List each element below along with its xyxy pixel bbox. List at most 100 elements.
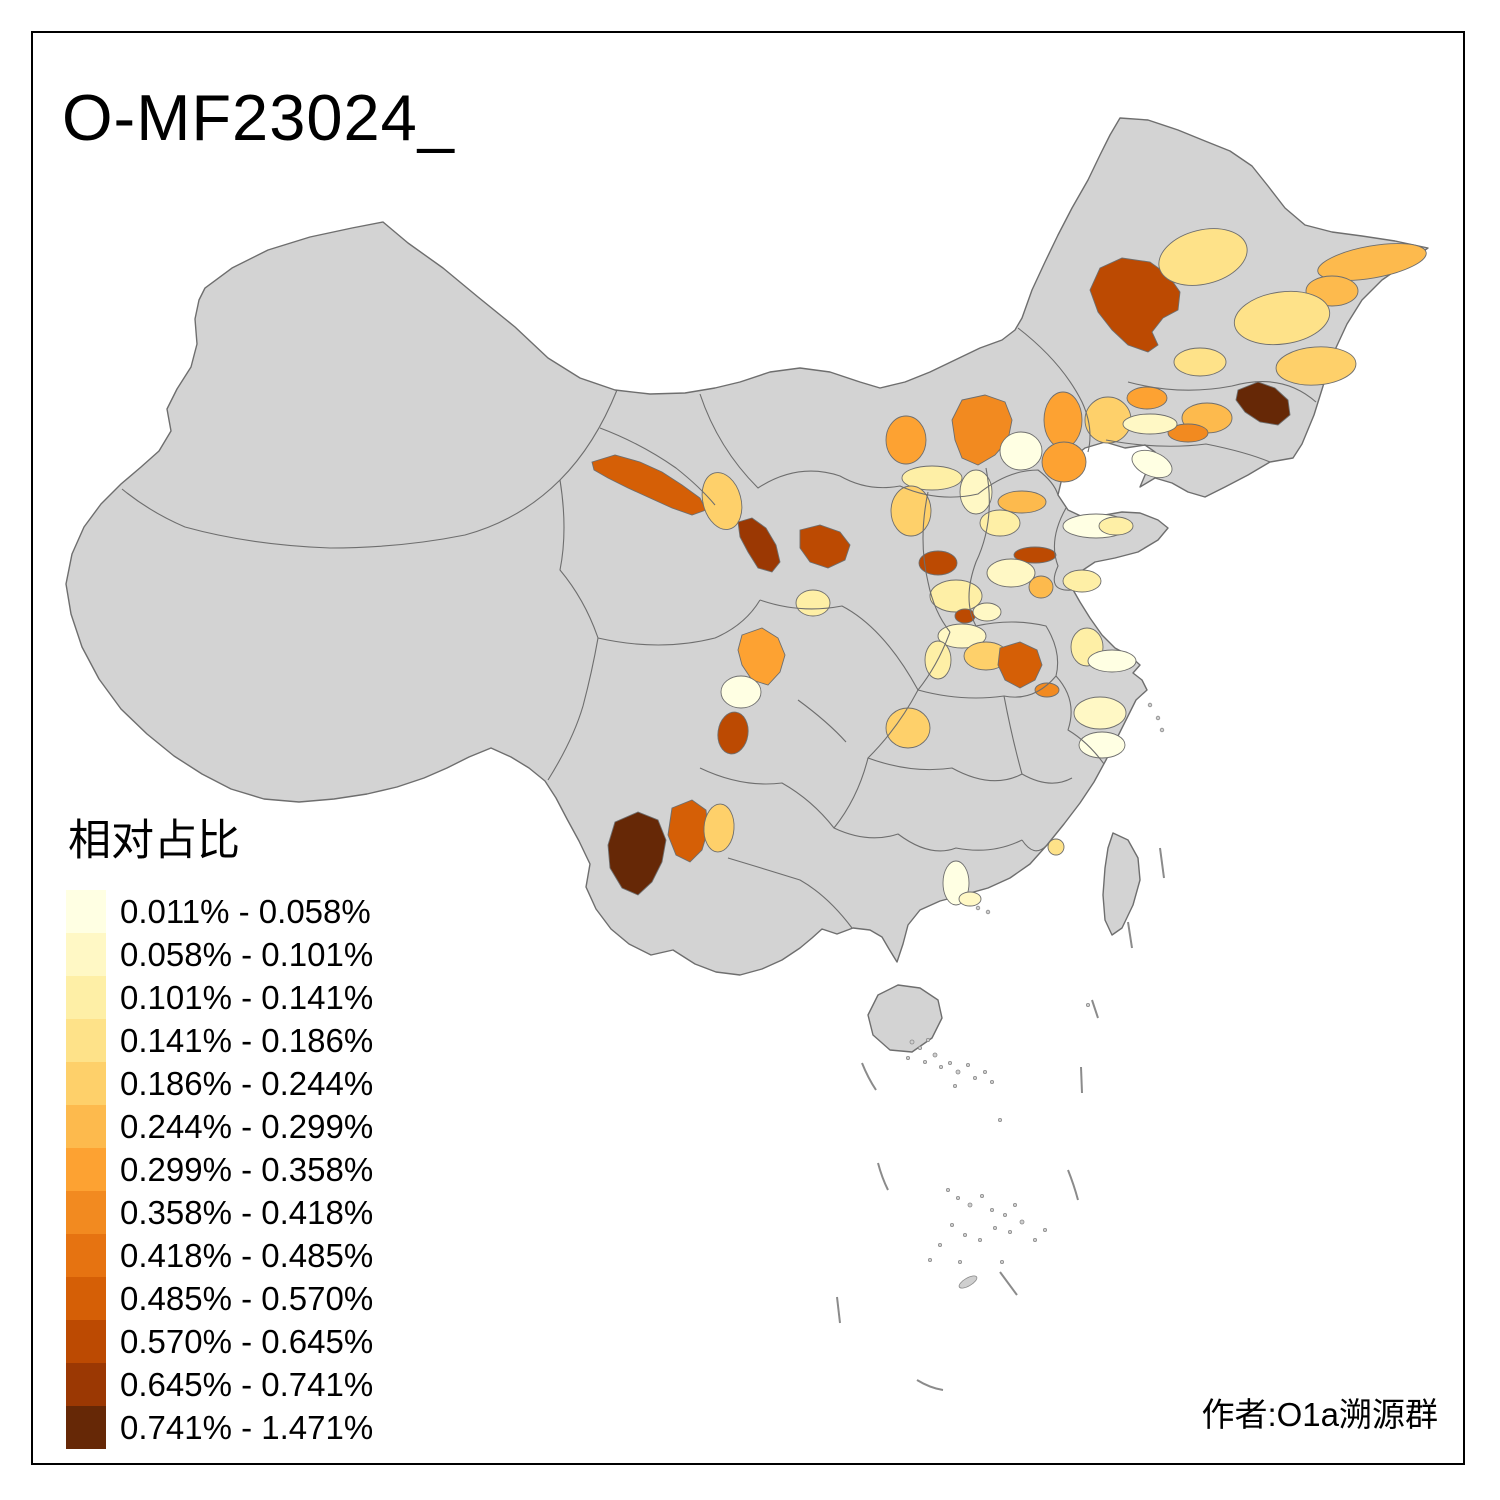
legend-swatch	[66, 933, 106, 976]
region-patch	[607, 811, 667, 896]
region-patch	[958, 891, 982, 907]
legend-row: 0.645% - 0.741%	[66, 1363, 373, 1406]
legend-swatch	[66, 1320, 106, 1363]
region-patch	[1047, 838, 1065, 856]
region-patch	[997, 641, 1043, 689]
sea-islets	[906, 702, 1165, 1289]
region-patch	[701, 472, 743, 530]
region-patch	[1167, 423, 1209, 443]
legend-label: 0.141% - 0.186%	[120, 1021, 374, 1059]
region-patch	[717, 711, 749, 755]
region-patches	[591, 228, 1427, 907]
region-patch	[999, 431, 1043, 471]
region-patch	[972, 602, 1002, 622]
region-patch	[1043, 391, 1083, 449]
legend-row: 0.186% - 0.244%	[66, 1062, 373, 1105]
region-patch	[591, 454, 707, 516]
legend-swatch	[66, 890, 106, 933]
legend-label: 0.244% - 0.299%	[120, 1107, 374, 1145]
region-patch	[1073, 696, 1127, 730]
legend-row: 0.141% - 0.186%	[66, 1019, 373, 1062]
legend-swatch	[66, 1277, 106, 1320]
legend-swatch	[66, 1406, 106, 1449]
legend-label: 0.299% - 0.358%	[120, 1150, 374, 1188]
taiwan-island-shape	[1102, 832, 1141, 936]
legend-swatch	[66, 1062, 106, 1105]
region-patch	[937, 623, 987, 649]
legend-row: 0.358% - 0.418%	[66, 1191, 373, 1234]
region-patch	[929, 579, 983, 613]
region-patch	[1013, 546, 1057, 564]
region-patch	[1078, 731, 1126, 759]
legend-label: 0.645% - 0.741%	[120, 1365, 374, 1403]
region-patch	[1131, 449, 1173, 479]
legend-row: 0.011% - 0.058%	[66, 890, 373, 933]
sea-dash-line	[836, 847, 1165, 1391]
legend-row: 0.741% - 1.471%	[66, 1406, 373, 1449]
legend-label: 0.186% - 0.244%	[120, 1064, 374, 1102]
region-patch	[885, 707, 931, 749]
region-patch	[901, 465, 963, 491]
legend-swatch	[66, 1234, 106, 1277]
legend-label: 0.570% - 0.645%	[120, 1322, 374, 1360]
legend-label: 0.058% - 0.101%	[120, 935, 374, 973]
region-patch	[885, 415, 927, 465]
region-patch	[1275, 346, 1357, 386]
region-patch	[1233, 290, 1331, 346]
legend-label: 0.418% - 0.485%	[120, 1236, 374, 1274]
region-patch	[986, 558, 1036, 588]
region-patch	[951, 394, 1013, 466]
region-patch	[1062, 569, 1102, 593]
region-patch	[1028, 575, 1054, 599]
legend-label: 0.741% - 1.471%	[120, 1408, 374, 1446]
region-patch	[1087, 649, 1137, 673]
region-patch	[1126, 386, 1168, 410]
region-patch	[890, 485, 932, 537]
legend-swatch	[66, 1105, 106, 1148]
region-patch	[799, 524, 851, 569]
region-patch	[918, 550, 958, 576]
legend-swatch	[66, 976, 106, 1019]
legend-swatch	[66, 1363, 106, 1406]
region-patch	[1158, 228, 1248, 286]
legend-swatch	[66, 1019, 106, 1062]
legend-label: 0.485% - 0.570%	[120, 1279, 374, 1317]
legend-row: 0.299% - 0.358%	[66, 1148, 373, 1191]
legend-label: 0.101% - 0.141%	[120, 978, 374, 1016]
region-patch	[720, 675, 762, 709]
region-patch	[1089, 257, 1181, 353]
region-patch	[997, 490, 1047, 514]
region-patch	[737, 517, 781, 573]
legend-row: 0.485% - 0.570%	[66, 1277, 373, 1320]
region-patch	[1173, 347, 1227, 377]
legend-title: 相对占比	[68, 817, 240, 865]
attribution: 作者:O1a溯源群	[1201, 1396, 1438, 1433]
legend-row: 0.058% - 0.101%	[66, 933, 373, 976]
region-patch	[1098, 516, 1134, 536]
region-patch	[795, 589, 831, 617]
region-patch	[1317, 243, 1427, 281]
province-borders	[121, 327, 1317, 929]
legend-swatch	[66, 1191, 106, 1234]
page-title: O-MF23024_	[62, 81, 455, 154]
region-patch	[1084, 396, 1132, 444]
region-patch	[703, 803, 735, 853]
hainan-island-shape	[867, 984, 943, 1053]
region-patch	[737, 627, 786, 686]
legend: 相对占比 0.011% - 0.058% 0.058% - 0.101% 0.1…	[66, 806, 373, 1449]
legend-row: 0.570% - 0.645%	[66, 1320, 373, 1363]
legend-row: 0.244% - 0.299%	[66, 1105, 373, 1148]
legend-row: 0.101% - 0.141%	[66, 976, 373, 1019]
legend-row: 0.418% - 0.485%	[66, 1234, 373, 1277]
region-patch	[979, 509, 1021, 537]
region-patch	[1041, 441, 1087, 483]
region-patch	[959, 469, 993, 515]
region-patch	[1122, 413, 1178, 435]
legend-label: 0.011% - 0.058%	[120, 892, 371, 930]
region-patch	[1235, 381, 1291, 426]
legend-label: 0.358% - 0.418%	[120, 1193, 374, 1231]
legend-swatch	[66, 1148, 106, 1191]
region-patch	[667, 799, 709, 863]
region-patch	[1034, 682, 1060, 698]
